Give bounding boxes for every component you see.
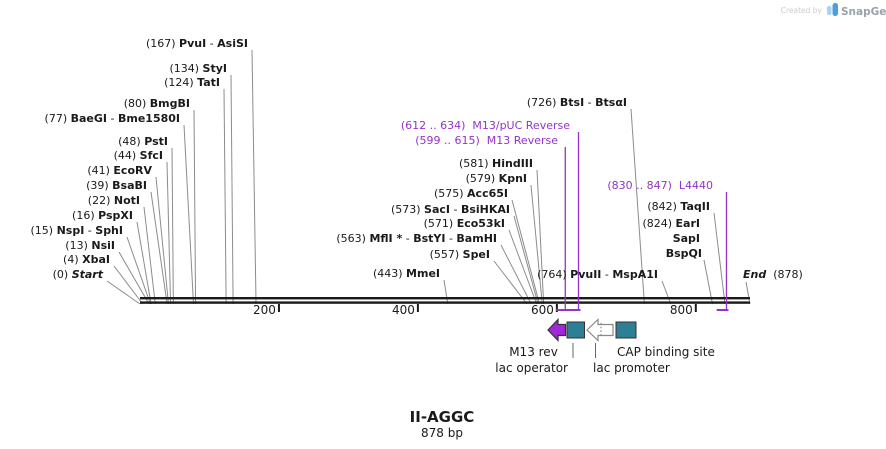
enzyme-site-label-pvuii-mspa1i: (764) PvuII - MspA1I xyxy=(537,268,658,281)
map-length: 878 bp xyxy=(421,426,463,440)
enzyme-site-label-bmgbi: (80) BmgBI xyxy=(124,97,190,110)
feature-label-lac-operator: lac operator xyxy=(495,361,568,375)
title-layer: II-AGGC 878 bp xyxy=(410,408,475,440)
site-leader-styi xyxy=(230,74,234,305)
feature-label-lac-promoter: lac promoter xyxy=(593,361,670,375)
site-leader-acc65i xyxy=(511,199,540,305)
enzyme-site-label-hindiii: (581) HindIII xyxy=(459,157,533,170)
site-leader-taqii xyxy=(713,212,726,305)
snapgene-logo-icon xyxy=(832,3,838,16)
primer-label-m13-puc-reverse: (612 .. 634) M13/pUC Reverse xyxy=(401,119,570,132)
site-leader-btsi-btsai xyxy=(630,108,645,305)
ruler-tick-label-200: 200 xyxy=(253,303,276,317)
site-leader-eari xyxy=(703,259,713,305)
site-leader-nsii xyxy=(118,251,150,305)
snapgene-logo-icon xyxy=(827,6,832,15)
enzyme-labels-layer: (167) PvuI - AsiSI (134) StyI(124) TatI (8… xyxy=(30,37,802,281)
enzyme-site-label-nspi-sphi: (15) NspI - SphI xyxy=(30,224,123,237)
enzyme-site-label-ecorv: (41) EcoRV xyxy=(87,164,152,177)
feature-label-m13-rev: M13 rev xyxy=(509,345,558,359)
map-title: II-AGGC xyxy=(410,408,475,426)
enzyme-site-label-pspxi: (16) PspXI xyxy=(72,209,133,222)
ruler-layer: 200 400 600 800 xyxy=(140,297,750,317)
site-leader-ecorv xyxy=(155,176,169,305)
enzyme-site-label-pvui-asisi: (167) PvuI - AsiSI xyxy=(146,37,248,50)
site-leader-spei xyxy=(493,260,528,305)
feature-cap-binding-site-box xyxy=(615,321,637,339)
site-leader-bmgbi xyxy=(193,109,197,305)
ruler-tick-label-600: 600 xyxy=(531,303,554,317)
enzyme-site-label-sfci: (44) SfcI xyxy=(114,149,163,162)
ruler-bar-bottom xyxy=(140,301,750,304)
feature-lac-promoter-arrow xyxy=(586,318,614,342)
enzyme-site-label-bsabi: (39) BsaBI xyxy=(86,179,147,192)
ruler-bar-top xyxy=(140,297,750,300)
site-leader-sfci xyxy=(166,161,172,305)
enzyme-site-label-taqii: (842) TaqII xyxy=(647,200,710,213)
enzyme-site-label-btsi-btsai: (726) BtsI - BtsαI xyxy=(527,96,627,109)
primer-label-m13-reverse: (599 .. 615) M13 Reverse xyxy=(415,134,558,147)
site-leader-hindiii xyxy=(536,169,545,305)
site-leader-bsabi xyxy=(150,191,168,305)
enzyme-site-label-end: End (878) xyxy=(743,268,803,281)
created-by-text: Created by xyxy=(781,6,823,15)
feature-label-cap-binding-site: CAP binding site xyxy=(617,345,715,359)
enzyme-site-label-xbai: (4) XbaI xyxy=(63,253,110,266)
primer-label-l4440: (830 .. 847) L4440 xyxy=(607,179,713,192)
site-leader-baegi xyxy=(183,124,194,305)
site-leader-pspxi xyxy=(136,221,152,305)
site-leader-nspi-sphi xyxy=(126,236,151,305)
enzyme-site-label-eco53ki: (571) Eco53kI xyxy=(424,217,505,230)
site-leader-pvui-asisi xyxy=(251,49,257,305)
site-leader-start xyxy=(106,280,141,305)
enzyme-site-label-styi: (134) StyI xyxy=(169,62,227,75)
enzyme-site-label-saci-bsihkai: (573) SacI - BsiHKAI xyxy=(391,203,510,216)
site-leader-mfli-bstyi-bamhi xyxy=(500,244,532,305)
site-leader-mmei xyxy=(443,279,449,305)
enzyme-site-label-psti: (48) PstI xyxy=(118,135,168,148)
enzyme-site-label-tati: (124) TatI xyxy=(164,76,220,89)
site-leader-end xyxy=(745,281,751,305)
enzyme-site-label-sapi: SapI xyxy=(673,232,700,245)
site-leader-noti xyxy=(143,206,156,305)
brand-text: SnapGene xyxy=(841,6,886,18)
site-leader-saci-bsihkai xyxy=(513,215,539,305)
enzyme-site-label-eari: (824) EarI xyxy=(642,217,700,230)
site-leader-pvuii-mspa1i xyxy=(661,280,672,305)
watermark: Created by SnapGene xyxy=(781,3,886,18)
enzyme-site-label-kpni: (579) KpnI xyxy=(466,172,527,185)
feature-lac-operator-box xyxy=(566,321,585,339)
enzyme-site-label-mfli-bstyi-bamhi: (563) MflI * - BstYI - BamHI xyxy=(336,232,497,245)
enzyme-site-label-bspqi: BspQI xyxy=(666,247,702,260)
features-layer: M13 rev CAP binding site lac operator lac p… xyxy=(495,318,715,375)
primer-span-m13-puc-reverse xyxy=(565,309,581,311)
primers-layer: (612 .. 634) M13/pUC Reverse (599 .. 615)… xyxy=(401,119,729,311)
ruler-tick-label-800: 800 xyxy=(670,303,693,317)
site-leader-eco53ki xyxy=(508,229,538,305)
site-leader-xbai xyxy=(113,265,144,305)
primer-span-m13-reverse xyxy=(556,309,568,311)
enzyme-site-label-mmei: (443) MmeI xyxy=(373,267,440,280)
feature-m13-rev-arrow xyxy=(547,318,567,342)
enzyme-site-label-noti: (22) NotI xyxy=(88,194,140,207)
enzyme-site-label-nsii: (13) NsiI xyxy=(65,239,115,252)
site-leader-tati xyxy=(223,88,227,305)
ruler-tick-label-400: 400 xyxy=(392,303,415,317)
enzyme-site-label-start: (0) Start xyxy=(53,268,104,281)
site-leader-kpni xyxy=(530,184,543,305)
primer-span-l4440 xyxy=(716,309,729,311)
enzyme-site-label-acc65i: (575) Acc65I xyxy=(434,187,508,200)
enzyme-site-label-spei: (557) SpeI xyxy=(430,248,490,261)
site-leader-psti xyxy=(171,147,174,305)
leader-lines-layer xyxy=(106,49,751,305)
enzyme-site-label-baegi: (77) BaeGI - Bme1580I xyxy=(45,112,180,125)
